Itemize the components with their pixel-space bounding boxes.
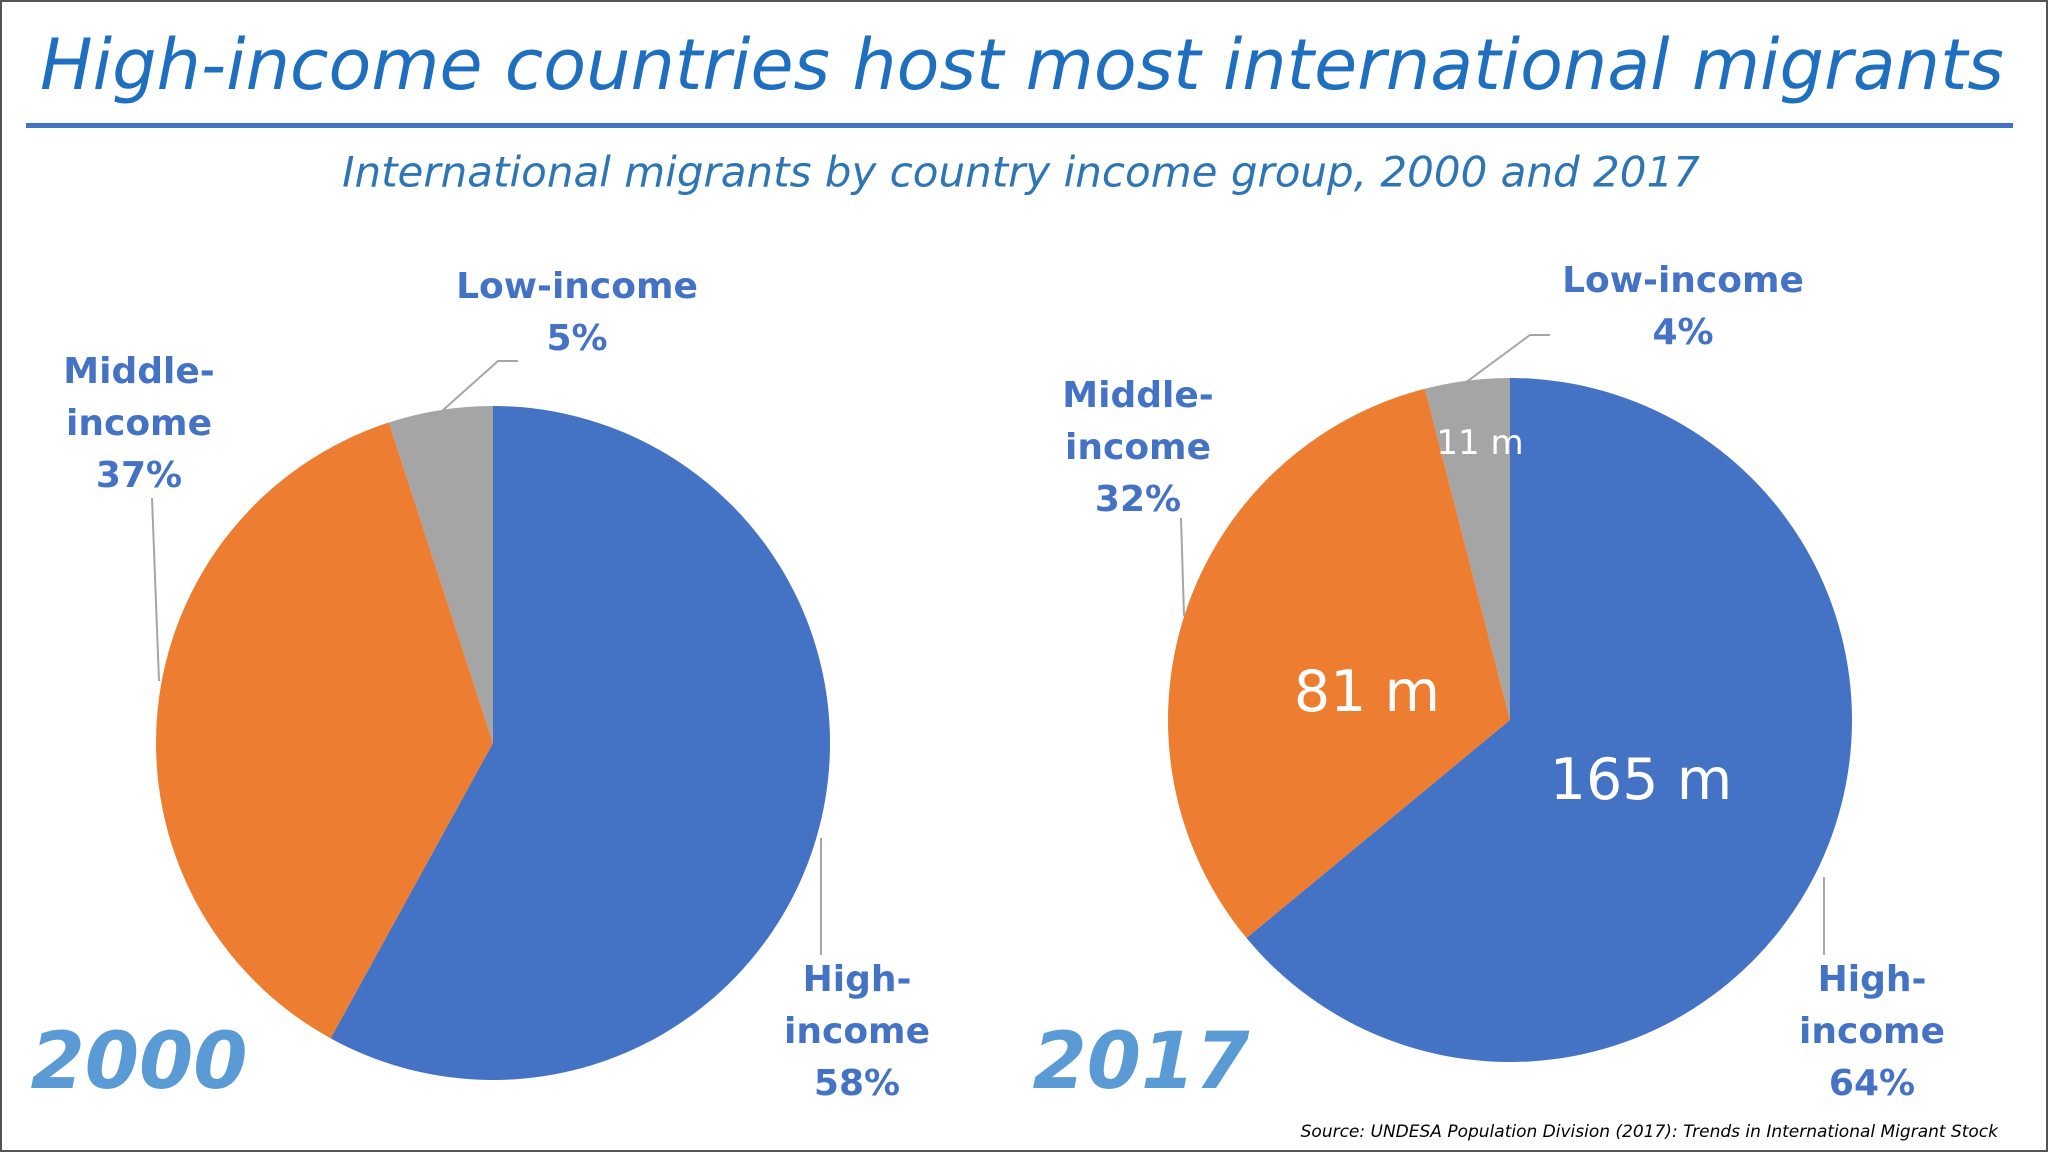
leader-line: [441, 360, 518, 412]
leader-line: [151, 497, 160, 682]
slice-label: High-income: [1799, 959, 1945, 1052]
chart-year: 2017: [1032, 1017, 1250, 1107]
pie-slice: [156, 422, 494, 1039]
slice-label: High-income: [784, 959, 930, 1052]
title-rule: [26, 123, 2013, 128]
source: Source: UNDESA Population Division (2017…: [1300, 1122, 1998, 1142]
slice-label: Low-income: [456, 266, 698, 307]
title: High-income countries host most internat…: [40, 24, 2004, 106]
pie-slice: [1246, 377, 1853, 1063]
slice-percent: 58%: [813, 1063, 901, 1104]
slice-percent: 4%: [1652, 312, 1714, 353]
slice-percent: 5%: [546, 318, 608, 359]
leader-lines: [151, 334, 1825, 955]
slice-percent: 37%: [95, 455, 183, 496]
slice-label: Middle-income: [63, 351, 215, 444]
count-label: 165 m: [1549, 747, 1733, 813]
pie-slice: [388, 406, 493, 743]
slice-percent: 64%: [1828, 1063, 1916, 1104]
chart-year: 2000: [30, 1017, 248, 1107]
leader-line: [1464, 334, 1550, 384]
count-label: 11 m: [1436, 423, 1524, 463]
pie-slice: [1167, 388, 1510, 938]
pie-slice: [1424, 378, 1510, 720]
slice-label: Middle-income: [1062, 375, 1214, 468]
pie-slice: [330, 405, 831, 1080]
slice-label: Low-income: [1562, 260, 1804, 301]
leader-line: [1180, 517, 1185, 617]
count-label: 81 m: [1293, 659, 1441, 725]
slice-percent: 32%: [1094, 479, 1182, 520]
subtitle: International migrants by country income…: [342, 147, 1700, 197]
